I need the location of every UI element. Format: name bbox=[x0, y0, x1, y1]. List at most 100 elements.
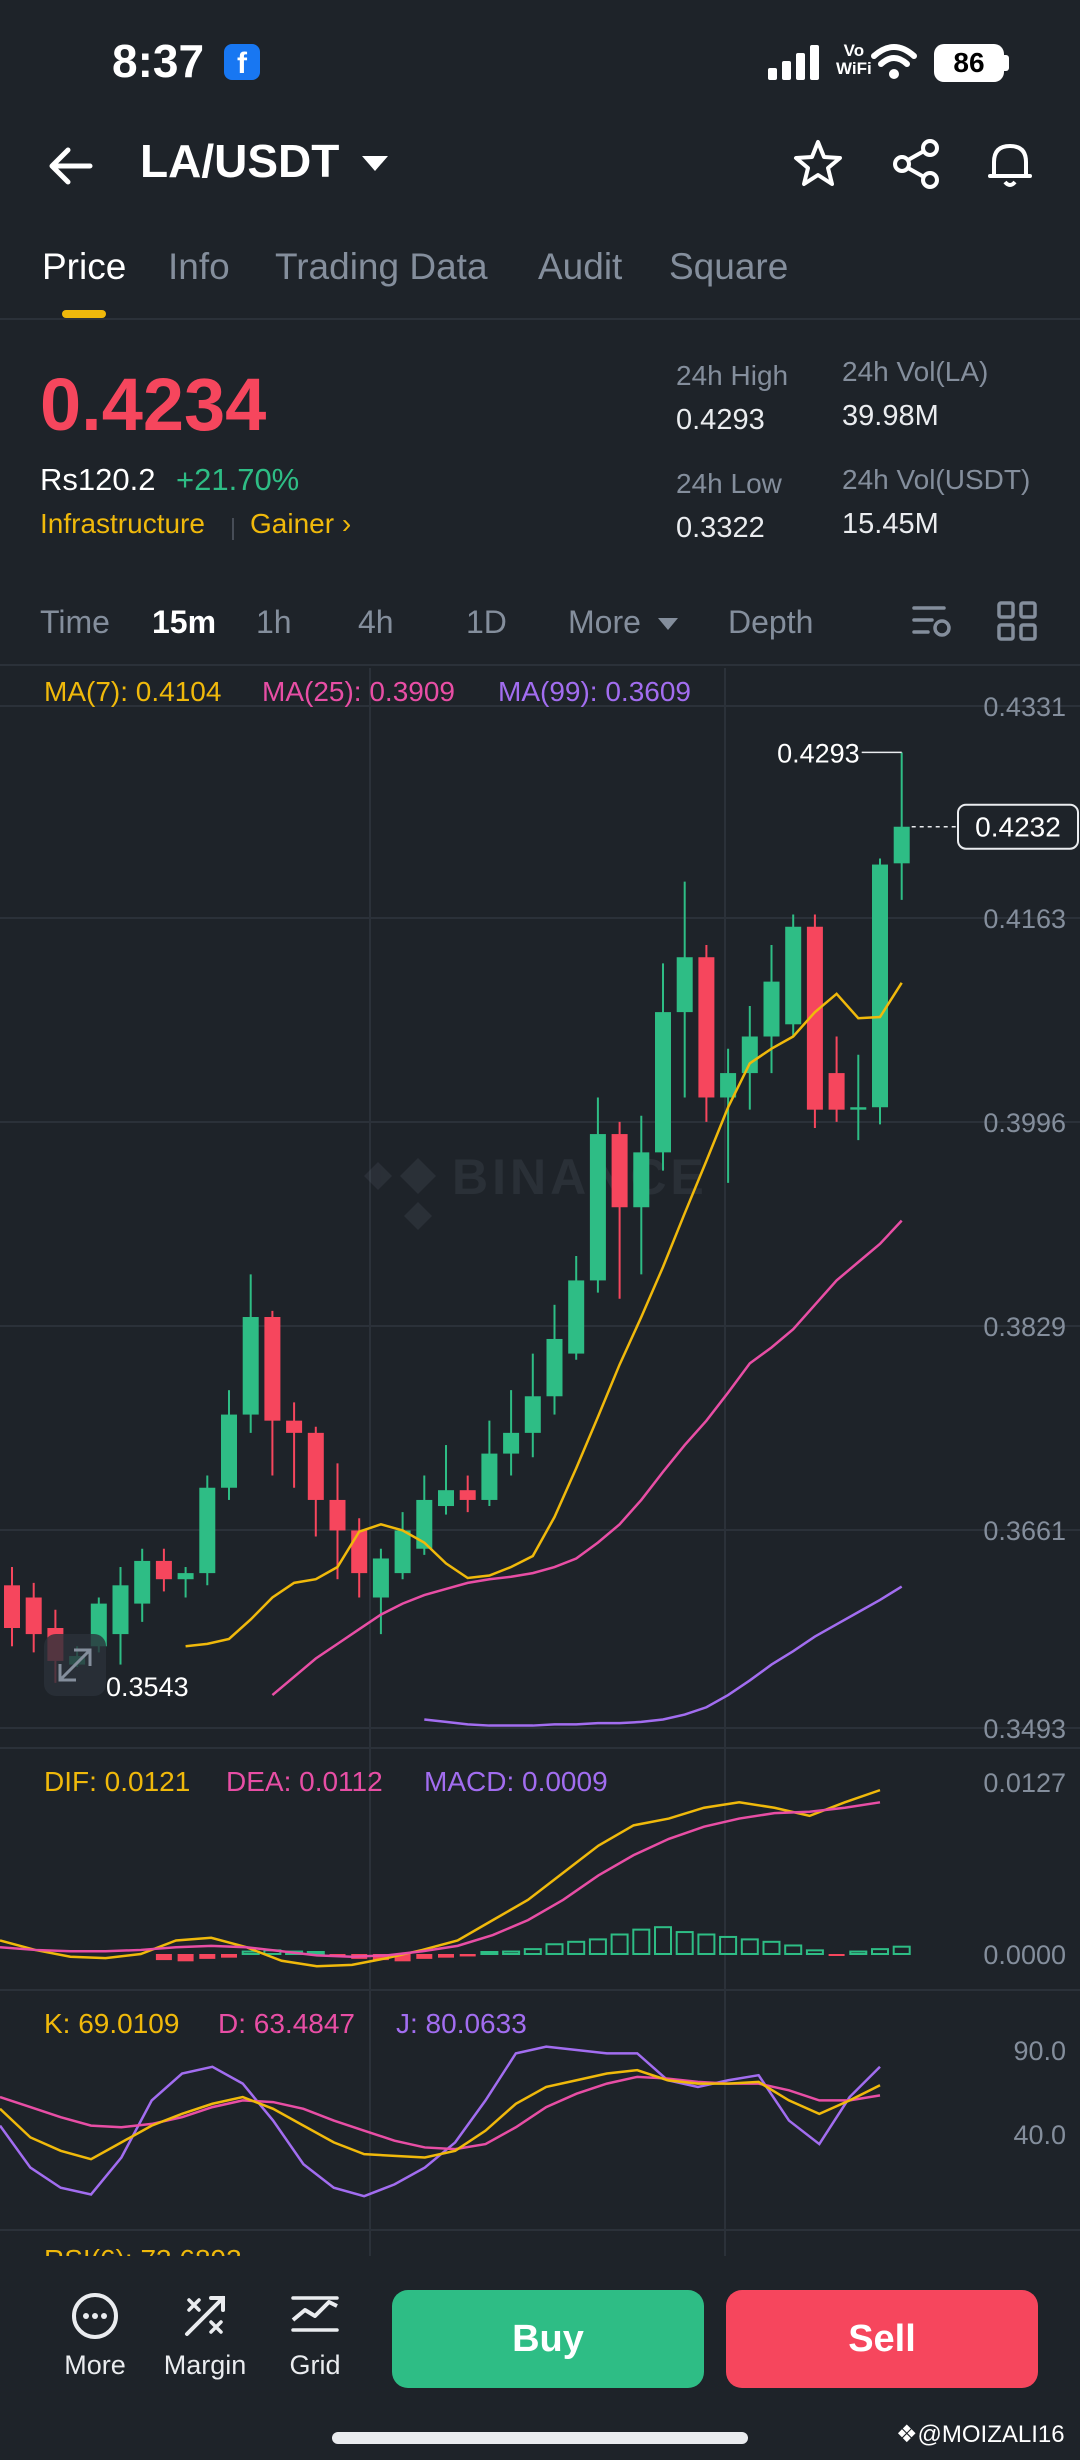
tab-square[interactable]: Square bbox=[669, 246, 789, 287]
more-dots-icon bbox=[72, 2293, 118, 2339]
macd-bar bbox=[416, 1954, 433, 1959]
candle-body bbox=[481, 1453, 498, 1500]
ma25-line bbox=[271, 1219, 903, 1697]
indicator-settings-icon[interactable] bbox=[910, 600, 954, 644]
price-axis-label: 0.3829 bbox=[983, 1312, 1066, 1342]
candle-body bbox=[589, 1134, 606, 1281]
macd-bar bbox=[697, 1933, 716, 1956]
interval-depth[interactable]: Depth bbox=[728, 604, 814, 640]
tag-gainer-label: Gainer bbox=[250, 508, 335, 539]
candle-body bbox=[655, 1012, 671, 1153]
interval-1d[interactable]: 1D bbox=[466, 604, 507, 640]
macd-bar bbox=[438, 1954, 454, 1958]
price-change-percent: +21.70% bbox=[176, 462, 300, 497]
high-value: 0.4293 bbox=[676, 404, 765, 436]
tab-audit[interactable]: Audit bbox=[538, 246, 623, 287]
current-price-tag bbox=[957, 803, 1079, 850]
macd-panel bbox=[0, 1788, 911, 1968]
k-label: K: 69.0109 bbox=[44, 2008, 180, 2039]
share-icon[interactable] bbox=[888, 136, 944, 192]
binance-watermark: BINANCE bbox=[364, 1149, 704, 1230]
vol-usdt-value: 15.45M bbox=[842, 508, 939, 540]
k-line bbox=[0, 2068, 881, 2161]
macd-bar bbox=[805, 1949, 824, 1955]
macd-bar bbox=[719, 1935, 738, 1955]
candle-body bbox=[741, 1036, 758, 1074]
tab-info[interactable]: Info bbox=[168, 246, 230, 287]
interval-15m[interactable]: 15m bbox=[152, 604, 217, 640]
more-button[interactable]: More bbox=[50, 2290, 140, 2381]
candle-body bbox=[611, 1134, 628, 1208]
candle-body bbox=[524, 1396, 541, 1433]
low-label: 24h Low bbox=[676, 468, 782, 499]
candle-body bbox=[264, 1317, 281, 1421]
candle-body bbox=[698, 957, 715, 1098]
bell-alert-icon[interactable] bbox=[982, 136, 1038, 192]
expand-arrows-icon bbox=[58, 1648, 92, 1682]
macd-bar bbox=[784, 1944, 803, 1956]
tag-gainer[interactable]: Gainer › bbox=[250, 508, 351, 540]
dea-label: DEA: 0.0112 bbox=[226, 1766, 383, 1797]
candles bbox=[4, 752, 910, 1683]
fiat-price: Rs120.2 bbox=[40, 462, 156, 497]
candle-body bbox=[503, 1432, 520, 1454]
interval-more[interactable]: More bbox=[568, 604, 641, 640]
margin-button-label: Margin bbox=[163, 2350, 247, 2380]
layout-grid-icon[interactable] bbox=[996, 600, 1038, 642]
candle-body bbox=[221, 1414, 237, 1488]
pair-dropdown-caret-icon[interactable] bbox=[362, 156, 388, 171]
macd-bar bbox=[155, 1954, 172, 1961]
macd-bar bbox=[394, 1954, 411, 1962]
price-axis-label: 0.3493 bbox=[983, 1714, 1066, 1744]
candle-body bbox=[351, 1530, 368, 1574]
dea-line bbox=[0, 1801, 881, 1958]
macd-bar bbox=[199, 1954, 216, 1959]
candle-body bbox=[307, 1432, 324, 1500]
price-axis-label: 0.3661 bbox=[983, 1516, 1066, 1546]
margin-button[interactable]: Margin bbox=[160, 2290, 250, 2381]
margin-icon bbox=[185, 2296, 225, 2336]
high-label: 24h High bbox=[676, 360, 789, 391]
candle-body bbox=[676, 957, 693, 1013]
back-arrow-icon[interactable] bbox=[42, 138, 98, 194]
j-line bbox=[0, 2045, 881, 2198]
interval-time[interactable]: Time bbox=[40, 604, 110, 640]
sell-button[interactable]: Sell bbox=[726, 2290, 1038, 2388]
grid-button[interactable]: Grid bbox=[270, 2290, 360, 2381]
interval-4h[interactable]: 4h bbox=[358, 604, 394, 640]
star-favorite-icon[interactable] bbox=[790, 136, 846, 192]
candle-body bbox=[199, 1487, 216, 1574]
macd-bar bbox=[654, 1926, 672, 1955]
tab-price[interactable]: Price bbox=[42, 246, 127, 287]
vol-la-value: 39.98M bbox=[842, 400, 939, 432]
j-label: J: 80.0633 bbox=[396, 2008, 527, 2039]
vowifi-indicator: Vo WiFi bbox=[836, 41, 872, 78]
more-button-label: More bbox=[64, 2350, 126, 2380]
user-watermark: ❖@MOIZALI16 bbox=[896, 2421, 1065, 2448]
candle-body bbox=[893, 826, 910, 864]
interval-1h[interactable]: 1h bbox=[256, 604, 292, 640]
tab-trading-data[interactable]: Trading Data bbox=[275, 246, 488, 287]
candle-body bbox=[459, 1490, 476, 1500]
price-axis-label: 0.4331 bbox=[983, 692, 1066, 722]
candle-body bbox=[134, 1560, 151, 1604]
vol-usdt-label: 24h Vol(USDT) bbox=[842, 464, 1031, 495]
more-caret-icon[interactable] bbox=[658, 618, 678, 630]
candlestick-chart[interactable]: BINANCE 0.43310.41630.39960.38290.36610.… bbox=[0, 668, 1080, 2256]
macd-bar bbox=[567, 1940, 586, 1956]
macd-bar bbox=[459, 1954, 476, 1957]
low-value: 0.3322 bbox=[676, 512, 765, 544]
tag-infrastructure[interactable]: Infrastructure bbox=[40, 508, 205, 539]
wifi-icon bbox=[871, 44, 917, 79]
active-tab-indicator bbox=[62, 310, 106, 318]
price-axis-label: 0.4163 bbox=[983, 904, 1066, 934]
macd-bar bbox=[675, 1931, 694, 1955]
facebook-notification-icon: f bbox=[224, 44, 260, 80]
macd-bar bbox=[177, 1954, 194, 1962]
macd-bar bbox=[740, 1938, 759, 1955]
buy-button[interactable]: Buy bbox=[392, 2290, 704, 2388]
candle-body bbox=[286, 1420, 303, 1433]
macd-bar bbox=[480, 1951, 499, 1955]
trading-pair-selector[interactable]: LA/USDT bbox=[140, 135, 340, 187]
candle-body bbox=[416, 1499, 433, 1549]
